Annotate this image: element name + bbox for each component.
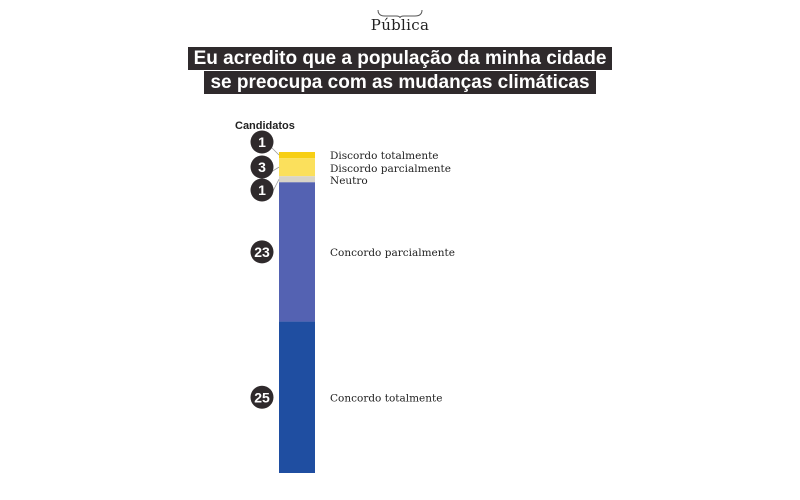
value-label-discordo-totalmente: 1 [258, 134, 266, 150]
value-label-neutro: 1 [258, 182, 266, 198]
brand-name: Pública [370, 16, 430, 34]
chart-title-line-2: se preocupa com as mudanças climáticas [204, 71, 596, 94]
value-badge-discordo-parcialmente [250, 155, 274, 179]
bar-segment-discordo-totalmente [279, 152, 315, 159]
legend-label-concordo-totalmente: Concordo totalmente [330, 392, 442, 404]
legend-label-neutro: Neutro [330, 175, 368, 187]
bar-segment-neutro [279, 176, 315, 183]
chart-title: Eu acredito que a população da minha cid… [0, 47, 800, 95]
bar-segment-concordo-parcialmente [279, 182, 315, 322]
connector-discordo-totalmente [270, 146, 280, 156]
logo-brace-icon [377, 10, 423, 18]
legend-label-concordo-parcialmente: Concordo parcialmente [330, 247, 455, 259]
legend-label-discordo-totalmente: Discordo totalmente [330, 150, 439, 162]
brand-logo: Pública [0, 10, 800, 34]
y-axis-label: Candidatos [235, 120, 295, 132]
value-badge-concordo-totalmente [250, 385, 274, 409]
value-badge-discordo-totalmente [250, 130, 274, 154]
chart-title-line-1: Eu acredito que a população da minha cid… [187, 47, 613, 70]
bar-segment-discordo-parcialmente [279, 158, 315, 177]
value-label-discordo-parcialmente: 3 [258, 159, 266, 175]
value-badge-concordo-parcialmente [250, 240, 274, 264]
value-label-concordo-totalmente: 25 [254, 389, 270, 405]
value-label-concordo-parcialmente: 23 [254, 244, 270, 260]
legend-label-discordo-parcialmente: Discordo parcialmente [330, 163, 451, 175]
value-badge-neutro [250, 178, 274, 202]
bar-segment-concordo-totalmente [279, 321, 315, 473]
